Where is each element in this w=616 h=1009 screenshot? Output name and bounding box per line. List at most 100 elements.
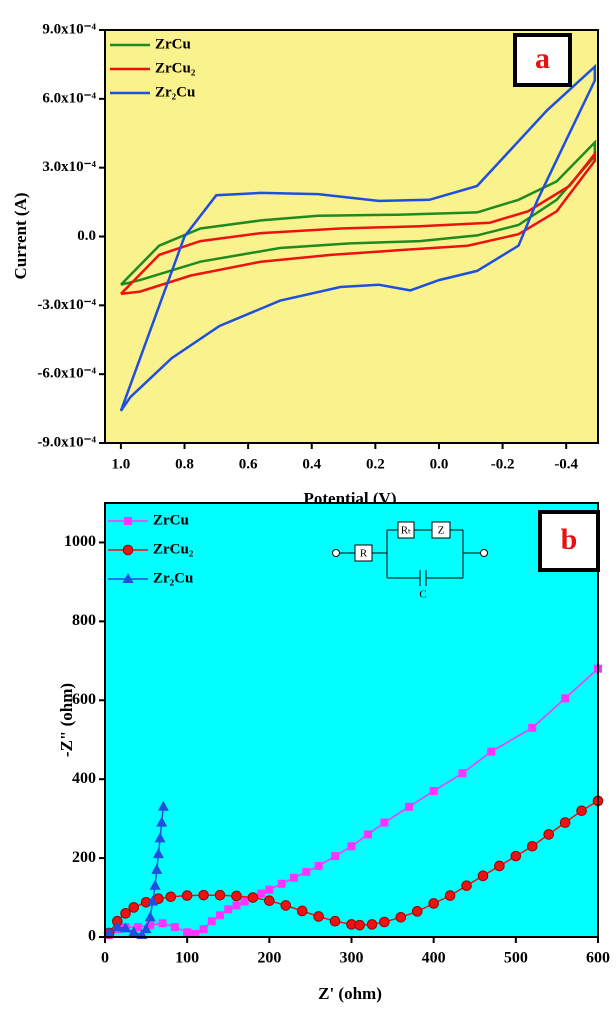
marker [576, 805, 587, 817]
marker [165, 891, 177, 903]
x-tick-label: 300 [340, 950, 364, 967]
marker [329, 915, 341, 927]
x-tick-label: 500 [504, 950, 528, 967]
x-tick-label: 0.6 [239, 456, 258, 472]
marker [207, 917, 216, 926]
marker [526, 840, 538, 852]
x-tick-label: 100 [175, 950, 199, 967]
marker [405, 802, 414, 811]
y-tick-label: 6.0x10⁻⁴ [42, 90, 96, 106]
marker [494, 860, 505, 872]
marker [380, 818, 389, 827]
y-tick-label: 200 [72, 849, 96, 866]
marker [296, 905, 308, 917]
marker [146, 921, 155, 930]
marker [289, 873, 298, 882]
marker [120, 922, 132, 933]
series-line [120, 139, 597, 286]
circuit-inset: R Rₜ Z C [332, 521, 488, 601]
circuit-label: C [419, 589, 426, 601]
y-tick-label: 400 [72, 770, 96, 787]
marker [191, 929, 200, 938]
marker [461, 880, 472, 892]
marker [122, 573, 134, 583]
marker [487, 747, 496, 756]
marker [144, 911, 156, 922]
marker [559, 817, 571, 828]
x-tick-label: 0.4 [302, 456, 321, 472]
marker [128, 926, 140, 937]
y-tick-label: -6.0x10⁻⁴ [37, 366, 96, 382]
marker [214, 889, 226, 901]
marker [257, 889, 266, 898]
chart-b: 0 200 400 600 800 1000 0 100 200 300 400 500 600 Z' (… [57, 502, 610, 1003]
x-tick-label: 600 [586, 950, 610, 967]
marker [510, 850, 522, 862]
marker [151, 863, 163, 874]
panel-label: b [561, 523, 578, 556]
marker [232, 901, 241, 910]
panel-label: a [535, 42, 550, 75]
y-tick-label: 800 [72, 612, 96, 629]
marker [231, 890, 242, 902]
y-axis-title: Current (A) [11, 192, 30, 279]
series-line [108, 800, 599, 934]
y-tick-label: 9.0x10⁻⁴ [42, 21, 96, 37]
series-line [119, 63, 597, 412]
marker [128, 902, 140, 913]
chart-a: 9.0x10⁻⁴ 6.0x10⁻⁴ 3.0x10⁻⁴ 0.0 -3.0x10⁻⁴ -6.0… [11, 21, 599, 508]
marker [444, 890, 456, 901]
marker [140, 923, 152, 934]
x-tick-label: 0.2 [366, 456, 385, 472]
panel-box [513, 33, 572, 87]
panel-box [538, 510, 600, 572]
marker [198, 889, 209, 901]
marker [458, 769, 467, 778]
x-tick-label: 0.8 [175, 456, 194, 472]
marker [354, 919, 366, 931]
marker [103, 927, 115, 938]
x-tick-label: 0 [101, 950, 109, 967]
marker [149, 879, 161, 890]
y-tick-label: 600 [72, 691, 96, 708]
circuit-label: R [360, 548, 368, 560]
y-tick-label: -3.0x10⁻⁴ [37, 297, 96, 313]
x-tick-label: 400 [422, 950, 446, 967]
marker [216, 911, 225, 920]
circuit-element [397, 521, 415, 539]
marker [302, 867, 311, 876]
marker [395, 911, 407, 923]
series-line [120, 150, 597, 296]
marker [366, 919, 378, 930]
marker [111, 921, 123, 932]
legend-label: ZrCu [155, 36, 191, 52]
marker [240, 897, 249, 906]
x-tick-label: 1.0 [112, 456, 131, 472]
marker [543, 829, 555, 840]
marker [156, 816, 168, 827]
marker [181, 890, 193, 901]
marker [280, 900, 292, 911]
legend-label: Zr₂Cu [155, 84, 195, 100]
legend-label: Zr₂Cu [153, 570, 193, 586]
marker [347, 842, 356, 851]
legend-label: ZrCu [153, 512, 189, 528]
marker [313, 911, 324, 922]
marker [152, 848, 164, 859]
x-tick-label: -0.2 [491, 456, 515, 472]
marker [363, 830, 372, 839]
marker [429, 787, 438, 796]
circuit-element [354, 544, 373, 562]
marker [528, 723, 537, 732]
marker [147, 895, 159, 906]
marker [170, 923, 179, 932]
y-tick-label: 0 [88, 928, 96, 945]
marker [120, 908, 131, 919]
y-tick-label: -9.0x10⁻⁴ [37, 434, 96, 450]
marker [133, 923, 142, 932]
marker [331, 852, 340, 861]
marker [124, 517, 132, 525]
y-tick-label: 1000 [64, 533, 96, 550]
marker [199, 925, 208, 934]
